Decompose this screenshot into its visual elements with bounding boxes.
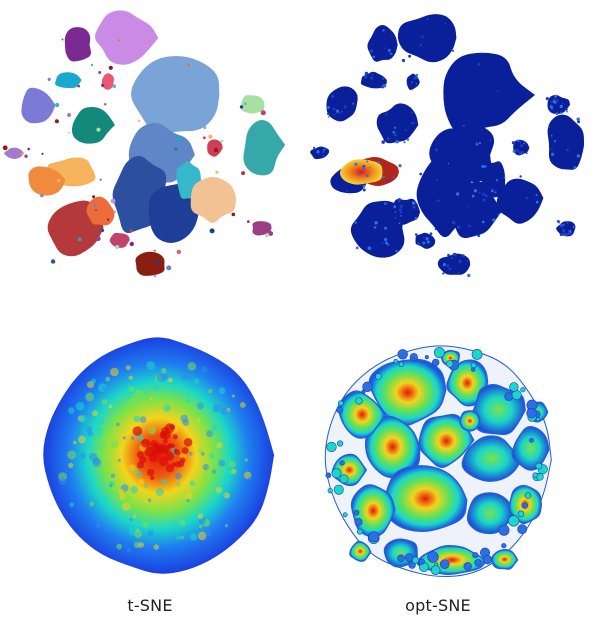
tsne-caption: t-SNE [127,596,173,615]
tsne-density-plot [43,337,275,574]
clusters-colored-embedding [0,0,300,300]
clusters-colored-plot [2,10,286,278]
tsne-density-embedding [0,320,300,590]
optsne-density-embedding [300,320,600,590]
marker-heatmap-plot [310,14,585,278]
optsne-caption: opt-SNE [405,596,471,615]
marker-heatmap-embedding [300,0,600,300]
optsne-density-plot [324,345,552,577]
